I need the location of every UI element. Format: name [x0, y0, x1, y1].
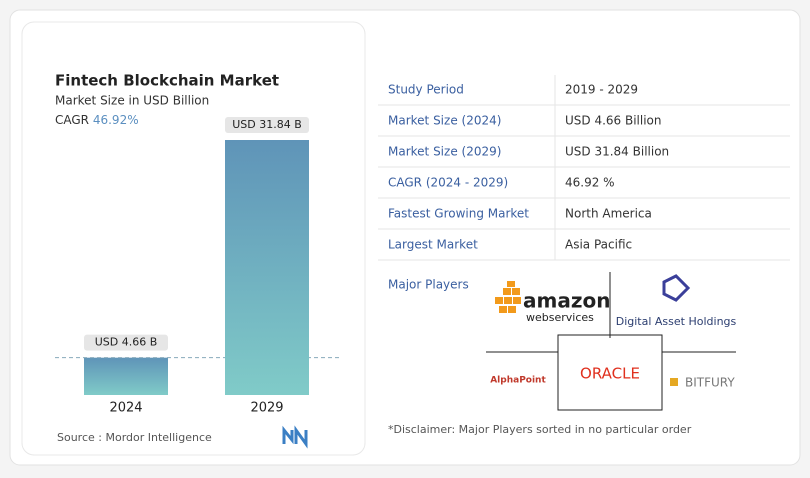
- chart-subtitle: Market Size in USD Billion: [55, 94, 209, 108]
- cagr: CAGR 46.92%: [55, 113, 139, 127]
- player-grid: [486, 272, 736, 411]
- player-name: amazon: [523, 289, 610, 313]
- bar: [225, 140, 309, 395]
- row-label: Largest Market: [388, 238, 478, 252]
- bar: [84, 357, 168, 395]
- source-logo: [282, 425, 308, 449]
- row-value: USD 31.84 Billion: [565, 145, 669, 159]
- source: Source : Mordor Intelligence: [57, 431, 212, 444]
- row-label: Market Size (2029): [388, 145, 501, 159]
- value-label: USD 4.66 B: [95, 336, 158, 349]
- amazon-logo: amazon webservices: [495, 281, 610, 324]
- player-name: Digital Asset Holdings: [616, 315, 737, 328]
- cagr-value: 46.92%: [93, 113, 139, 127]
- row-value: Asia Pacific: [565, 238, 632, 252]
- row-value: North America: [565, 207, 652, 221]
- player-sub: webservices: [526, 311, 594, 324]
- bitfury-icon: [670, 378, 678, 386]
- summary-table: Study Period 2019 - 2029 Market Size (2024…: [378, 75, 790, 261]
- chart-title: Fintech Blockchain Market: [55, 72, 279, 90]
- dah-logo: Digital Asset Holdings: [616, 274, 737, 328]
- x-tick-label: 2024: [109, 401, 142, 416]
- value-label-box: [84, 334, 168, 351]
- cagr-label: CAGR: [55, 113, 89, 127]
- players-title: Major Players: [388, 278, 469, 292]
- row-value: USD 4.66 Billion: [565, 114, 662, 128]
- row-label: Fastest Growing Market: [388, 207, 529, 221]
- row-label: Study Period: [388, 83, 464, 97]
- disclaimer: *Disclaimer: Major Players sorted in no …: [388, 423, 692, 436]
- player-name: AlphaPoint: [490, 376, 546, 386]
- player-name: BITFURY: [685, 376, 735, 390]
- value-label-box: [225, 117, 309, 133]
- row-label: Market Size (2024): [388, 114, 501, 128]
- row-label: CAGR (2024 - 2029): [388, 176, 508, 190]
- player-name: ORACLE: [580, 365, 640, 383]
- bar-chart: USD 4.66 B 2024 USD 31.84 B 2029: [55, 117, 340, 416]
- x-tick-label: 2029: [250, 401, 283, 416]
- value-label: USD 31.84 B: [232, 118, 302, 131]
- row-value: 2019 - 2029: [565, 83, 638, 97]
- row-value: 46.92 %: [565, 176, 615, 190]
